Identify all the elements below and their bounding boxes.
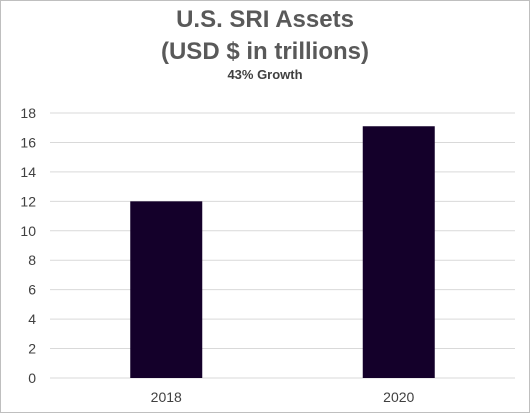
chart-title-line2: (USD $ in trillions) — [160, 38, 369, 65]
x-category-label: 2018 — [151, 389, 182, 405]
chart-subtitle: 43% Growth — [227, 67, 303, 82]
x-category-label: 2020 — [383, 389, 414, 405]
y-tick-label: 2 — [28, 341, 36, 357]
y-tick-label: 14 — [20, 164, 36, 180]
y-tick-label: 4 — [28, 311, 36, 327]
y-tick-label: 0 — [28, 370, 36, 386]
y-tick-label: 10 — [20, 223, 36, 239]
y-tick-label: 6 — [28, 282, 36, 298]
bar-2020 — [362, 126, 435, 378]
y-tick-label: 18 — [20, 105, 36, 121]
y-tick-label: 8 — [28, 252, 36, 268]
chart-title-line1: U.S. SRI Assets — [176, 6, 354, 33]
y-tick-label: 12 — [20, 193, 36, 209]
y-tick-label: 16 — [20, 134, 36, 150]
bar-2018 — [130, 201, 203, 378]
